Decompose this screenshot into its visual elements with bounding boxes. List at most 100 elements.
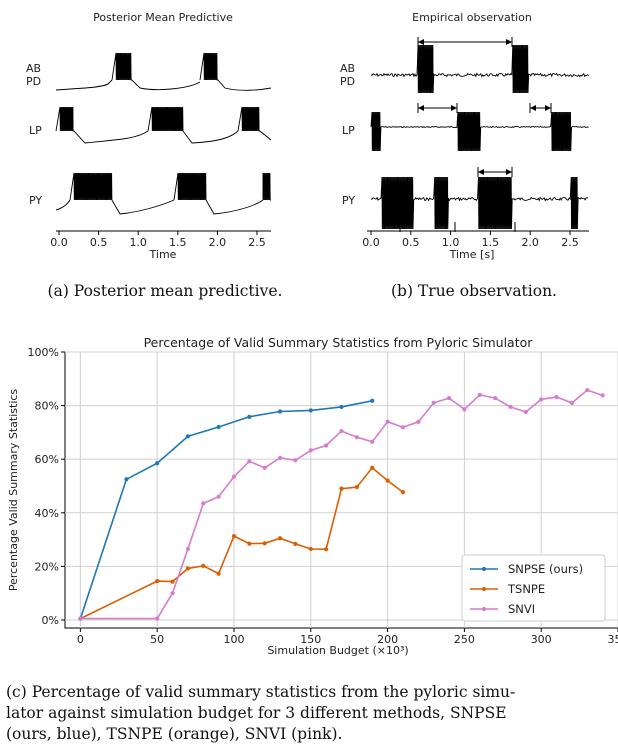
panel-a-x-ticks: 0.0 0.5 1.0 1.5 2.0 2.5 <box>50 231 266 249</box>
panel-b-empirical-observation: Empirical observation AB PD LP PY 0.0 0.5… <box>340 11 590 300</box>
data-point-tsnpe <box>385 478 390 483</box>
y-tick-label: 20% <box>35 560 59 573</box>
series-line-snpse <box>79 400 373 619</box>
data-point-snvi <box>539 397 544 402</box>
panel-b-arrow-abpd-period <box>417 37 513 47</box>
data-point-snvi <box>523 409 528 415</box>
data-point-tsnpe <box>277 536 283 541</box>
panel-b-x-tick-label: 2.0 <box>521 236 539 249</box>
panel-a-label-pd: PD <box>26 75 41 88</box>
panel-a-label-ab: AB <box>26 62 41 75</box>
panel-a-x-tick-label: 0.5 <box>90 236 108 249</box>
panel-c-line-chart: Percentage of Valid Summary Statistics f… <box>7 335 618 657</box>
panel-b-label-pd: PD <box>340 75 355 88</box>
chart-y-ticks: 0% 20% 40% 60% 80% 100% <box>28 346 65 627</box>
panel-a-py-baseline <box>55 199 71 211</box>
x-tick-label: 350 <box>608 633 618 646</box>
data-point-tsnpe <box>185 566 190 571</box>
data-point-tsnpe <box>324 547 329 552</box>
panel-a-x-label: Time <box>149 248 177 261</box>
data-point-snvi <box>216 494 221 499</box>
series-snvi <box>78 387 605 621</box>
data-point-snvi <box>554 394 559 400</box>
chart-series-group <box>78 387 605 621</box>
panel-a-py-burst-1 <box>69 172 175 215</box>
data-point-snvi <box>400 425 406 430</box>
data-point-snvi <box>508 404 513 410</box>
data-point-snvi <box>585 387 590 393</box>
panel-a-lp-burst-3 <box>237 106 272 141</box>
y-tick-label: 40% <box>35 507 59 520</box>
panel-a-x-tick-label: 1.5 <box>169 236 187 249</box>
x-tick-label: 300 <box>531 633 552 646</box>
data-point-tsnpe <box>370 465 375 470</box>
data-point-snvi <box>308 448 313 453</box>
legend-marker <box>481 566 487 572</box>
y-tick-label: 0% <box>42 614 59 627</box>
panel-b-caption: (b) True observation. <box>391 282 557 300</box>
panel-a-x-tick-label: 0.0 <box>50 236 68 249</box>
data-point-tsnpe <box>170 579 175 584</box>
data-point-tsnpe <box>354 484 359 490</box>
panel-b-label-ab: AB <box>340 62 355 75</box>
panel-b-label-lp: LP <box>342 124 355 137</box>
panel-b-abpd-trace <box>370 44 590 94</box>
data-point-snvi <box>462 407 467 412</box>
data-point-snvi <box>431 400 436 406</box>
panel-a-label-py: PY <box>29 194 42 207</box>
data-point-snvi <box>231 474 237 479</box>
chart-x-ticks: 0 50 100 150 200 250 300 350 <box>77 628 618 646</box>
legend-entry-tsnpe: TSNPE <box>470 582 545 596</box>
chart-x-label: Simulation Budget (×10³) <box>267 644 408 657</box>
data-point-snpse <box>277 409 283 414</box>
panel-a-caption: (a) Posterior mean predictive. <box>48 282 283 300</box>
data-point-snpse <box>247 414 252 419</box>
legend-marker <box>481 606 487 612</box>
panel-b-interval-arrows <box>417 37 552 177</box>
data-point-tsnpe <box>308 546 313 552</box>
chart-title: Percentage of Valid Summary Statistics f… <box>144 335 534 350</box>
legend-entry-snvi: SNVI <box>470 602 535 616</box>
data-point-tsnpe <box>201 563 206 568</box>
legend-marker <box>481 586 487 592</box>
panel-b-py-trace <box>370 176 589 230</box>
x-tick-label: 100 <box>223 633 244 646</box>
caption-c-line-1: (c) Percentage of valid summary statisti… <box>6 683 515 701</box>
x-tick-label: 0 <box>77 633 84 646</box>
x-tick-label: 200 <box>377 633 398 646</box>
panel-a-x-tick-label: 2.0 <box>209 236 227 249</box>
panel-a-label-lp: LP <box>29 124 42 137</box>
data-point-snvi <box>354 435 359 440</box>
legend-label: SNPSE (ours) <box>508 562 583 576</box>
panel-a-lp-burst-1 <box>55 106 149 144</box>
series-line-tsnpe <box>80 466 404 620</box>
data-point-tsnpe <box>400 490 406 495</box>
series-snpse <box>78 398 375 621</box>
data-point-tsnpe <box>155 579 160 584</box>
data-point-snvi <box>339 428 344 434</box>
legend-label: SNVI <box>508 602 535 616</box>
x-tick-label: 150 <box>300 633 321 646</box>
data-point-snvi <box>170 591 175 596</box>
panel-b-x-tick-label: 0.5 <box>402 236 420 249</box>
data-point-snvi <box>262 465 267 470</box>
caption-c-line-2: lator against simulation budget for 3 di… <box>6 704 507 722</box>
data-point-tsnpe <box>247 541 252 546</box>
data-point-snvi <box>185 546 190 552</box>
series-tsnpe <box>78 465 406 621</box>
legend-entry-snpse: SNPSE (ours) <box>470 562 583 576</box>
data-point-snvi <box>385 419 390 424</box>
y-tick-label: 80% <box>35 400 59 413</box>
panel-b-label-py: PY <box>342 194 355 207</box>
data-point-snvi <box>155 616 160 621</box>
data-point-tsnpe <box>293 541 298 546</box>
y-tick-label: 60% <box>35 453 59 466</box>
data-point-snvi <box>600 393 605 398</box>
x-tick-label: 250 <box>454 633 475 646</box>
panel-b-x-ticks: 0.0 0.5 1.0 1.5 2.0 2.5 <box>362 231 579 249</box>
data-point-snvi <box>416 419 421 425</box>
data-point-snpse <box>185 434 190 439</box>
panel-b-x-tick-label: 0.0 <box>362 236 380 249</box>
panel-b-arrow-lp-delay-2 <box>529 103 552 113</box>
